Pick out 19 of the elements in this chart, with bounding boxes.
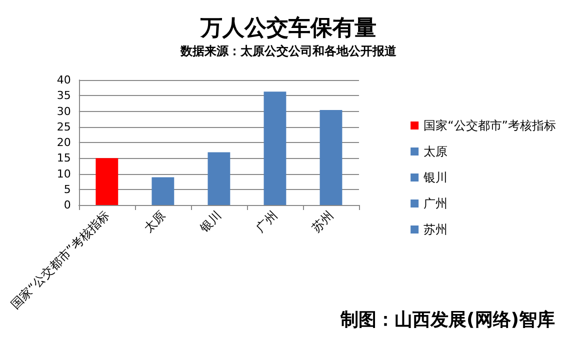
legend-label: 广州	[424, 196, 448, 210]
y-tick-label: 35	[56, 89, 71, 102]
y-tick-label: 5	[64, 182, 71, 196]
legend-label: 银川	[422, 170, 448, 184]
x-tick-label: 银川	[196, 208, 224, 236]
x-tick-label: 太原	[141, 208, 168, 235]
y-tick-label: 40	[56, 74, 71, 86]
x-tick-label: 苏州	[309, 208, 336, 235]
chart-title: 万人公交车保有量	[200, 15, 376, 41]
text: 制图：山西发展(网络)智库	[340, 310, 555, 330]
y-tick-label: 15	[56, 152, 71, 165]
legend-label: 太原	[424, 144, 448, 158]
y-tick-label: 25	[56, 120, 71, 134]
y-tick-label: 20	[56, 136, 71, 149]
y-tick-label: 30	[56, 104, 71, 118]
legend-label: 国家“公交都市”考核指标	[424, 118, 556, 132]
y-tick-label: 10	[56, 167, 71, 180]
x-tick-label: 广州	[253, 208, 280, 235]
chart-subtitle: 数据来源：太原公交公司和各地公开报道	[180, 44, 398, 58]
